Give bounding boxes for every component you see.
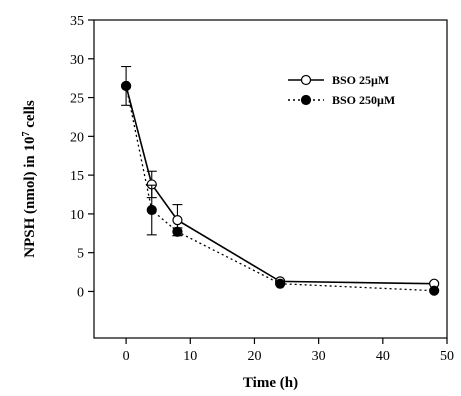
legend-marker-1	[300, 74, 312, 86]
x-tick-label: 10	[183, 349, 197, 364]
series-1-line	[125, 85, 435, 285]
ticks: 0 10 20 30 40 50 0 5 10 15 20 25 30 35	[70, 14, 454, 364]
series-2	[120, 80, 440, 296]
series-2-line	[125, 85, 435, 292]
y-axis-title: NPSH (nmol) in 107 cells	[21, 100, 39, 258]
y-tick-label: 25	[70, 92, 84, 107]
y-axis-title-exponent: 7	[21, 131, 32, 136]
legend: BSO 25µM BSO 250µM	[288, 73, 395, 107]
plot-frame	[93, 19, 448, 339]
x-axis-title: Time (h)	[243, 375, 298, 391]
y-axis-title-main: NPSH (nmol) in 10	[22, 136, 38, 257]
y-tick-label: 5	[77, 247, 84, 262]
x-tick-label: 30	[312, 349, 326, 364]
data-point	[146, 204, 157, 216]
y-axis-title-unit: cells	[22, 100, 38, 131]
data-point	[275, 278, 286, 289]
y-tick-label: 35	[70, 14, 84, 29]
legend-label-2: BSO 250µM	[332, 93, 395, 107]
y-tick-label: 0	[77, 285, 84, 300]
axes	[93, 19, 448, 339]
y-tick-label: 15	[70, 169, 84, 184]
x-tick-label: 50	[440, 349, 454, 364]
data-point	[120, 80, 132, 92]
data-point	[172, 215, 183, 226]
y-tick-label: 20	[70, 130, 84, 145]
x-tick-label: 20	[247, 349, 261, 364]
data-point	[429, 285, 440, 296]
legend-label-1: BSO 25µM	[332, 73, 389, 87]
y-tick-label: 10	[70, 208, 84, 223]
series-layer	[120, 65, 440, 296]
x-tick-label: 0	[123, 349, 130, 364]
legend-marker-2	[300, 94, 312, 106]
y-tick-label: 30	[70, 53, 84, 68]
data-point	[172, 226, 183, 237]
x-tick-label: 40	[376, 349, 390, 364]
